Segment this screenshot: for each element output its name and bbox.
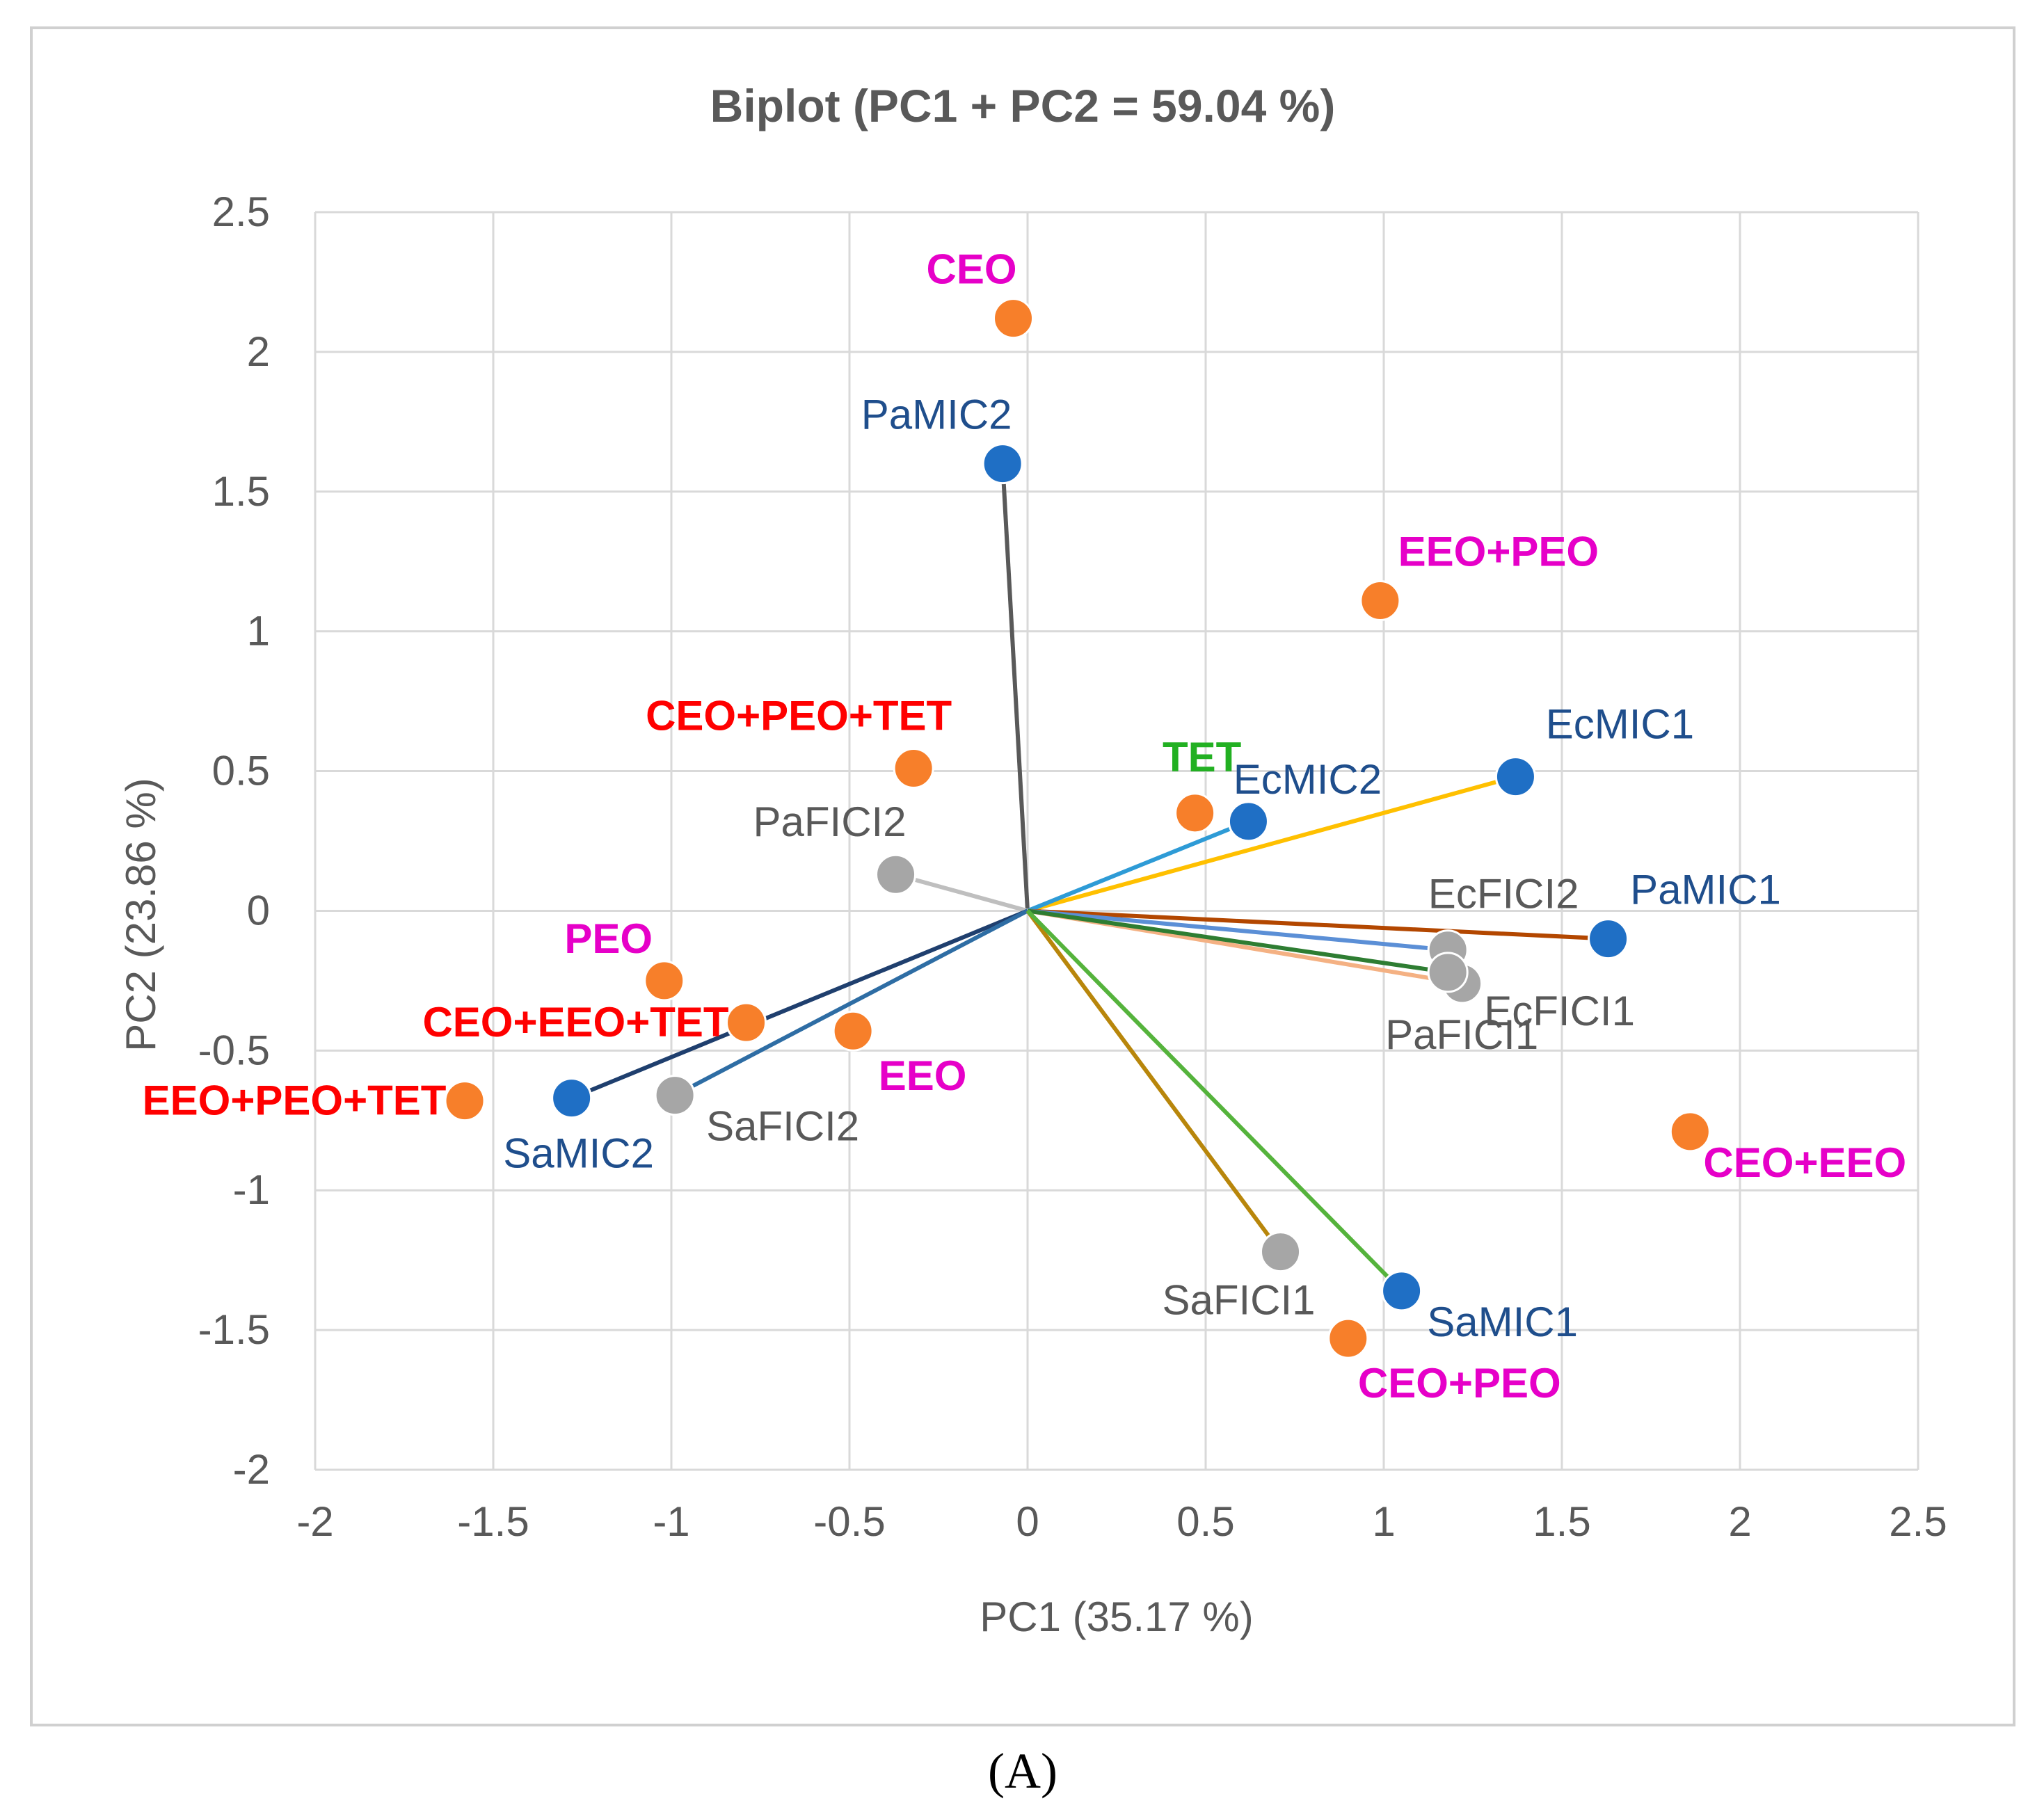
observation-label-ceo-eeo-tet: CEO+EEO+TET (422, 999, 728, 1045)
variable-point-samic1 (1381, 1270, 1423, 1312)
x-tick-label: -1.5 (457, 1498, 529, 1545)
observation-label-eeo: EEO (879, 1052, 967, 1099)
y-tick-labels: -2 -1.5 -1 -0.5 0 0.5 1 1.5 2 2.5 (198, 189, 270, 1493)
x-tick-label: 1.5 (1533, 1498, 1590, 1545)
x-tick-label: 0 (1016, 1498, 1039, 1545)
observation-label-eeo-peo: EEO+PEO (1398, 528, 1599, 575)
observation-label-ceo-eeo: CEO+EEO (1703, 1139, 1906, 1186)
variable-point-safici2 (654, 1075, 696, 1116)
loading-vector-safici1 (1025, 909, 1282, 1253)
observation-point-ceo-eeo-tet (726, 1002, 767, 1043)
observation-point-eeo-peo-tet (444, 1080, 486, 1122)
observation-label-tet: TET (1163, 734, 1241, 780)
x-tick-label: 1 (1372, 1498, 1395, 1545)
x-tick-label: 0.5 (1176, 1498, 1234, 1545)
variable-label-samic1: SaMIC1 (1427, 1299, 1578, 1345)
loading-vectors (570, 463, 1608, 1292)
observation-label-ceo: CEO (927, 246, 1017, 293)
observation-point-eeo (832, 1010, 874, 1052)
x-tick-label: -0.5 (813, 1498, 885, 1545)
variable-points (551, 443, 1629, 1312)
variable-label-ecmic2: EcMIC2 (1233, 756, 1382, 803)
x-axis-title: PC1 (35.17 %) (980, 1594, 1254, 1640)
loading-vector-ecmic2 (1026, 819, 1249, 913)
y-axis-title: PC2 (23.86 %) (118, 778, 164, 1052)
observation-point-ceo-peo (1327, 1317, 1369, 1359)
y-tick-label: -1 (233, 1166, 270, 1213)
loading-vector-samic1 (1025, 909, 1403, 1292)
variable-label-pafici2: PaFICI2 (753, 799, 907, 845)
variable-label-samic2: SaMIC2 (503, 1130, 654, 1177)
variable-point-pafici1 (1427, 952, 1469, 993)
observation-point-ceo (993, 298, 1035, 339)
observation-point-ceo-eeo (1669, 1111, 1711, 1153)
grid-lines (314, 211, 1919, 1471)
panel-label: (A) (988, 1743, 1057, 1799)
variable-label-safici1: SaFICI1 (1162, 1277, 1315, 1324)
loading-vector-samic2 (570, 908, 1029, 1100)
observation-label-ceo-peo-tet: CEO+PEO+TET (646, 693, 952, 739)
variable-point-pamic1 (1588, 918, 1629, 960)
loading-vector-pamic1 (1027, 908, 1608, 941)
y-tick-label: -1.5 (198, 1306, 270, 1353)
x-tick-label: 2.5 (1889, 1498, 1947, 1545)
y-tick-label: 2 (247, 328, 270, 375)
variable-point-pamic2 (982, 443, 1023, 485)
y-tick-label: 0 (247, 887, 270, 933)
variable-point-samic2 (551, 1077, 593, 1119)
variable-label-pamic2: PaMIC2 (861, 392, 1012, 438)
y-tick-label: -2 (233, 1446, 270, 1493)
observation-points (444, 298, 1711, 1359)
x-tick-label: 2 (1728, 1498, 1751, 1545)
observation-label-eeo-peo-tet: EEO+PEO+TET (143, 1077, 447, 1124)
y-tick-label: -0.5 (198, 1027, 270, 1073)
observation-label-ceo-peo: CEO+PEO (1358, 1360, 1561, 1406)
chart-title: Biplot (PC1 + PC2 = 59.04 %) (710, 80, 1336, 131)
observation-point-peo (644, 960, 685, 1002)
variable-point-ecmic1 (1494, 756, 1536, 798)
x-tick-label: -2 (296, 1498, 333, 1545)
variable-label-ecfici2: EcFICI2 (1428, 871, 1579, 917)
observation-point-ceo-peo-tet (893, 748, 934, 789)
variable-label-safici2: SaFICI2 (706, 1103, 859, 1150)
observation-label-peo: PEO (564, 915, 653, 962)
loading-vector-ecfici2 (1027, 908, 1448, 952)
observation-point-tet (1174, 792, 1216, 834)
point-labels: PaMIC2EcMIC1EcMIC2PaMIC1EcFICI2EcFICI1Pa… (143, 246, 1907, 1406)
variable-point-safici1 (1260, 1231, 1302, 1273)
variable-point-pafici2 (875, 853, 917, 895)
variable-point-ecmic2 (1227, 801, 1269, 842)
variable-label-pafici1: PaFICI1 (1385, 1011, 1538, 1058)
observation-point-eeo-peo (1359, 579, 1401, 621)
x-tick-label: -1 (653, 1498, 689, 1545)
variable-label-ecmic1: EcMIC1 (1546, 701, 1694, 748)
loading-vector-pafici1 (1027, 908, 1448, 975)
loading-vector-pafici2 (895, 872, 1028, 913)
y-tick-label: 2.5 (212, 189, 270, 235)
loading-vector-pamic2 (1000, 463, 1030, 911)
loading-vector-ecmic1 (1027, 774, 1517, 913)
loading-vector-safici2 (673, 908, 1029, 1098)
y-tick-label: 1 (247, 608, 270, 655)
y-tick-label: 0.5 (212, 748, 270, 794)
variable-label-pamic1: PaMIC1 (1630, 867, 1781, 913)
x-tick-labels: -2 -1.5 -1 -0.5 0 0.5 1 1.5 2 2.5 (296, 1498, 1947, 1545)
y-tick-label: 1.5 (212, 468, 270, 515)
variable-label-ecfici1: EcFICI1 (1484, 988, 1635, 1034)
